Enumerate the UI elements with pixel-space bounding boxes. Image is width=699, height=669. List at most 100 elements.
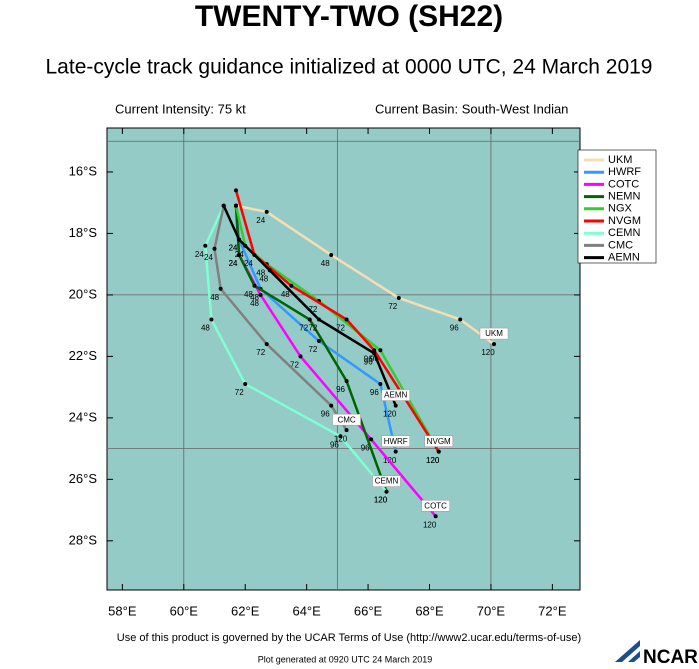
x-tick-label: 58°E xyxy=(108,603,137,618)
track-point xyxy=(458,317,463,322)
hour-label: 24 xyxy=(204,253,213,262)
hour-label: 120 xyxy=(426,456,440,465)
track-point xyxy=(344,378,349,383)
track-point xyxy=(298,354,303,359)
hour-label: 120 xyxy=(423,520,437,529)
track-point xyxy=(237,252,242,257)
end-label: CEMN xyxy=(375,477,399,486)
y-tick-label: 24°S xyxy=(69,409,98,424)
track-point xyxy=(393,449,398,454)
hour-label: 120 xyxy=(383,410,397,419)
hour-label: 48 xyxy=(201,324,210,333)
hour-label: 96 xyxy=(450,324,459,333)
generated: Plot generated at 0920 UTC 24 March 2019 xyxy=(258,654,433,664)
y-tick-label: 16°S xyxy=(69,163,98,178)
intensity: Current Intensity: 75 kt xyxy=(115,101,246,116)
hour-label: 96 xyxy=(321,410,330,419)
track-point xyxy=(237,237,242,242)
basin: Current Basin: South-West Indian xyxy=(375,101,568,116)
hour-label: 120 xyxy=(426,456,440,465)
track-point xyxy=(264,209,269,214)
y-tick-label: 18°S xyxy=(69,225,98,240)
hour-label: 24 xyxy=(195,250,204,259)
track-point xyxy=(369,437,374,442)
hour-label: 72 xyxy=(299,324,308,333)
hour-label: 72 xyxy=(308,324,317,333)
hour-label: 120 xyxy=(374,496,388,505)
track-point xyxy=(316,339,321,344)
track-point xyxy=(209,317,214,322)
hour-label: 120 xyxy=(481,348,495,357)
x-tick-label: 72°E xyxy=(538,603,567,618)
hour-label: 48 xyxy=(250,299,259,308)
track-point xyxy=(378,382,383,387)
track-point xyxy=(258,292,263,297)
track-point xyxy=(344,317,349,322)
hour-label: 24 xyxy=(229,259,238,268)
track-point xyxy=(252,283,257,288)
end-label: NVGM xyxy=(427,437,451,446)
track xyxy=(235,204,495,346)
end-label-box xyxy=(479,327,509,340)
x-tick-label: 70°E xyxy=(477,603,506,618)
track xyxy=(234,205,440,453)
track-point xyxy=(372,351,377,356)
track-point xyxy=(338,434,343,439)
track-point xyxy=(384,489,389,494)
x-tick-label: 60°E xyxy=(170,603,199,618)
hour-label: 24 xyxy=(256,216,265,225)
x-tick-label: 64°E xyxy=(292,603,321,618)
end-label-box xyxy=(424,435,453,447)
legend-label: AEMN xyxy=(608,252,640,264)
end-label: AEMN xyxy=(384,391,407,400)
hour-label: 96 xyxy=(364,357,373,366)
hour-label: 48 xyxy=(210,293,219,302)
legend-label: UKM xyxy=(608,154,632,166)
hour-label: 48 xyxy=(321,259,330,268)
track-point xyxy=(234,188,238,193)
track-point xyxy=(396,295,401,300)
end-label-box xyxy=(381,389,410,401)
track-point xyxy=(492,342,496,347)
track-point xyxy=(212,246,217,251)
end-label: COTC xyxy=(424,501,447,510)
end-label: UKM xyxy=(485,329,503,338)
track-point xyxy=(329,252,334,257)
hour-label: 120 xyxy=(374,496,388,505)
track-point xyxy=(316,317,321,322)
end-label-box xyxy=(372,475,401,487)
y-tick-label: 22°S xyxy=(69,348,98,363)
track-point xyxy=(436,449,441,454)
legend-label: NEMN xyxy=(608,191,640,203)
x-tick-label: 66°E xyxy=(354,603,383,618)
track xyxy=(234,205,388,493)
end-label-box xyxy=(381,435,410,447)
hour-label: 72 xyxy=(235,388,244,397)
hour-label: 96 xyxy=(370,388,379,397)
footer: Use of this product is governed by the U… xyxy=(117,632,581,644)
legend-label: CEMN xyxy=(608,227,640,239)
hour-label: 96 xyxy=(370,354,379,363)
end-label: HWRF xyxy=(384,437,408,446)
track xyxy=(234,190,440,453)
hour-label: 96 xyxy=(361,443,370,452)
track-point xyxy=(243,382,248,387)
chart-title: TWENTY-TWO (SH22) xyxy=(195,0,503,33)
hour-label: 24 xyxy=(229,244,238,253)
legend-label: COTC xyxy=(608,178,639,190)
hour-label: 96 xyxy=(336,385,345,394)
end-label-box xyxy=(421,499,450,512)
hour-label: 120 xyxy=(334,434,348,443)
hour-label: 72 xyxy=(308,345,317,354)
y-tick-label: 26°S xyxy=(69,471,98,486)
hour-label: 48 xyxy=(281,290,290,299)
track-point xyxy=(267,268,272,273)
y-tick-label: 28°S xyxy=(69,532,98,547)
hour-label: 48 xyxy=(256,268,265,277)
x-tick-label: 62°E xyxy=(231,603,260,618)
track-point xyxy=(218,286,223,291)
hour-label: 72 xyxy=(308,305,317,314)
hour-label: 24 xyxy=(229,259,238,268)
logo-mark xyxy=(615,640,640,662)
